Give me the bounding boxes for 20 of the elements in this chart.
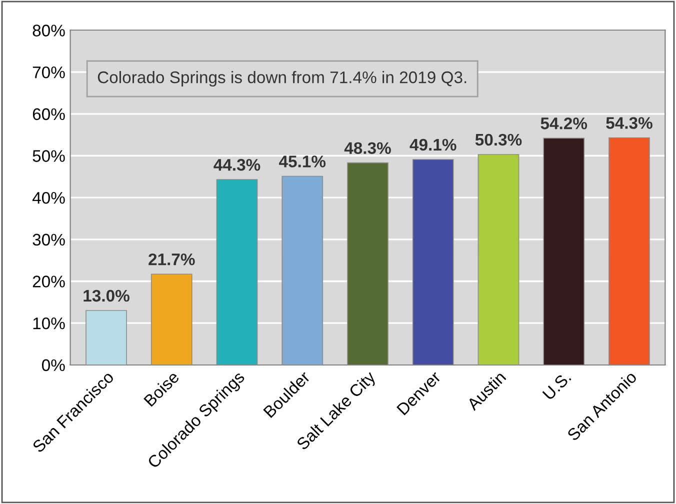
data-label: 54.3% bbox=[606, 117, 652, 129]
y-tick-label: 30% bbox=[32, 234, 65, 246]
x-tick-label: U.S. bbox=[542, 371, 572, 400]
data-label: 49.1% bbox=[410, 138, 456, 151]
y-tick-label: 80% bbox=[32, 24, 65, 36]
y-tick-label: 20% bbox=[32, 276, 65, 288]
data-label: 48.3% bbox=[344, 142, 391, 154]
y-tick-label: 60% bbox=[32, 108, 65, 120]
data-label: 21.7% bbox=[148, 253, 195, 266]
data-label: 50.3% bbox=[475, 134, 522, 146]
data-label: 13.0% bbox=[84, 290, 130, 302]
data-label: 54.2% bbox=[540, 118, 588, 130]
y-tick-label: 70% bbox=[32, 66, 65, 78]
y-tick-label: 10% bbox=[33, 317, 65, 330]
annotation: Colorado Springs is down from 71.4% in 2019 Q3. bbox=[98, 70, 466, 87]
data-label: 44.3% bbox=[214, 158, 260, 171]
data-label: 45.1% bbox=[279, 156, 326, 168]
y-tick-label: 40% bbox=[32, 192, 65, 204]
y-tick-label: 50% bbox=[32, 150, 65, 162]
y-tick-label: 0% bbox=[42, 359, 65, 372]
